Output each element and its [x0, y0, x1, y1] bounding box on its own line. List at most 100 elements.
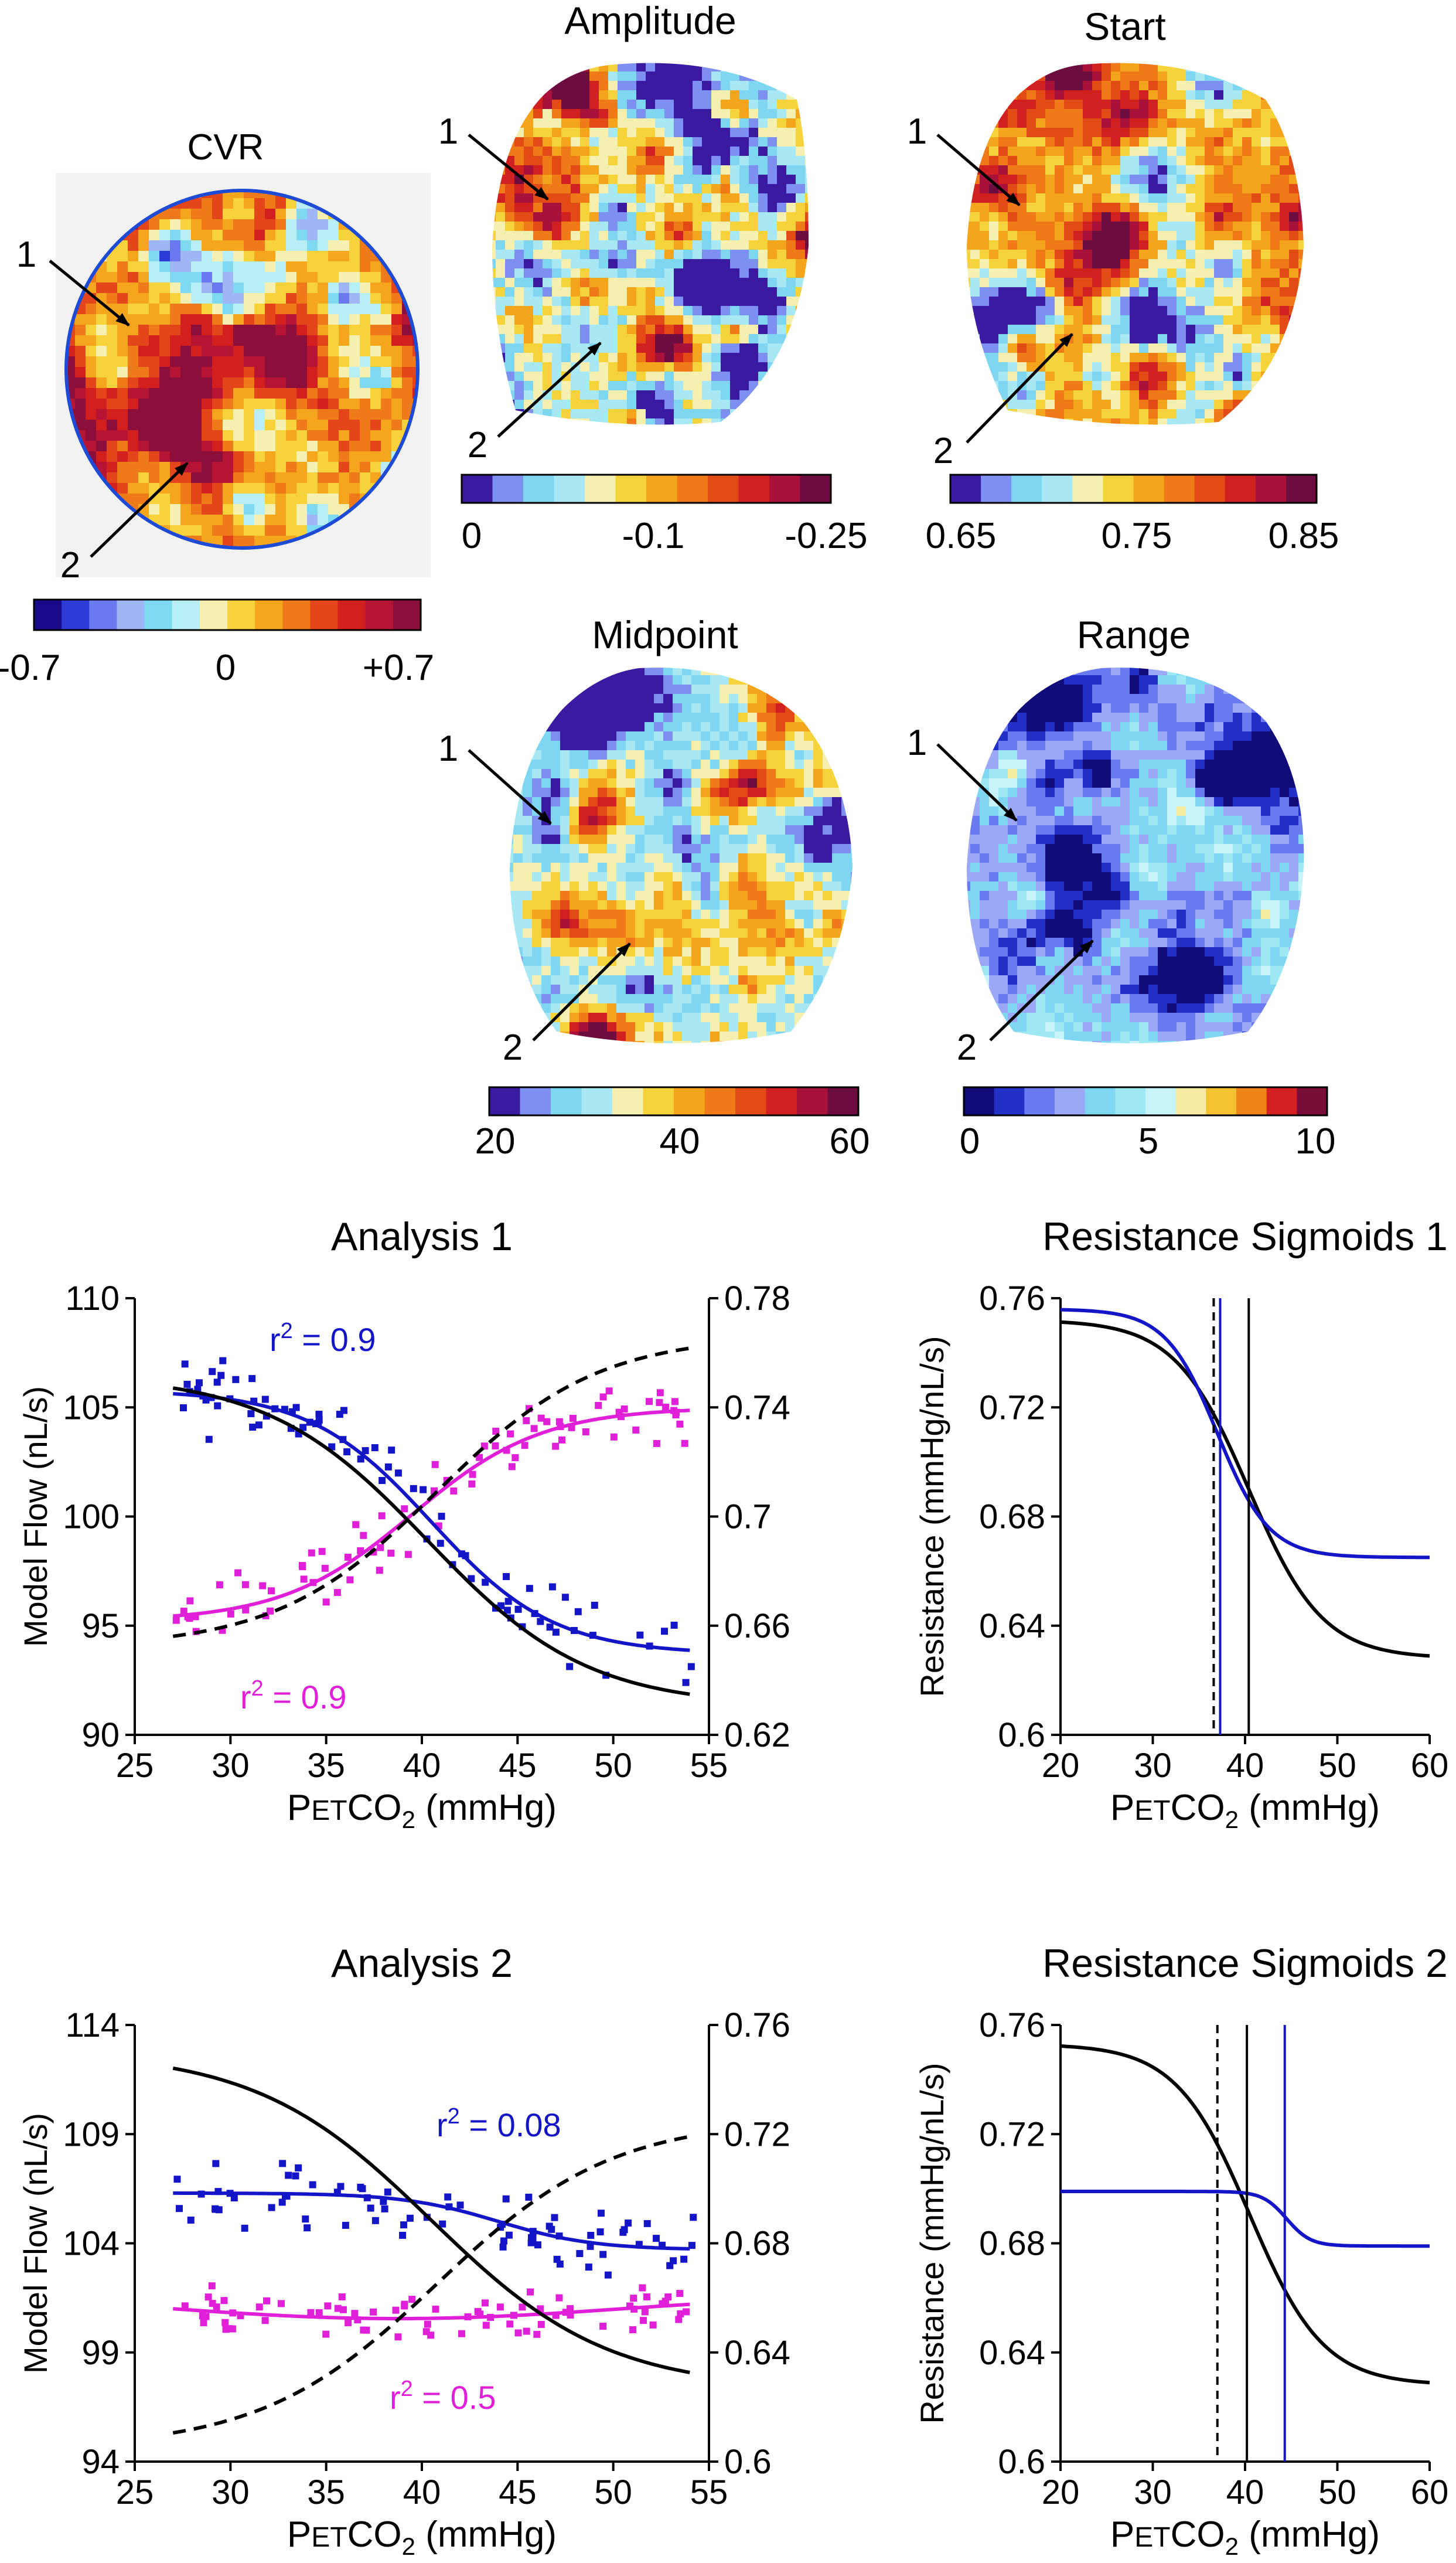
map-pixel [1214, 372, 1224, 382]
map-pixel [1252, 343, 1261, 353]
map-pixel [1252, 90, 1261, 100]
map-pixel [1102, 297, 1111, 307]
map-pixel [589, 297, 599, 307]
map-pixel [1017, 315, 1027, 325]
map-pixel [980, 325, 990, 335]
map-pixel [523, 741, 533, 751]
map-pixel [682, 760, 692, 770]
map-pixel [328, 261, 339, 273]
map-pixel [1064, 315, 1074, 325]
map-pixel [571, 212, 581, 222]
map-pixel [1233, 250, 1243, 260]
map-pixel [1111, 175, 1121, 185]
map-pixel [1261, 137, 1271, 147]
map-pixel [1289, 100, 1299, 110]
map-pixel [349, 472, 360, 484]
map-pixel [541, 675, 551, 685]
map-pixel [138, 230, 149, 241]
map-pixel [785, 769, 795, 779]
map-pixel [1308, 137, 1318, 147]
map-pixel [1055, 278, 1065, 288]
map-pixel [1167, 175, 1177, 185]
map-pixel [989, 147, 999, 156]
map-pixel [618, 165, 628, 175]
map-pixel [758, 297, 768, 307]
map-pixel [254, 420, 265, 431]
map-pixel [646, 156, 656, 166]
map-pixel [655, 287, 665, 297]
map-pixel [1261, 315, 1271, 325]
colorbar-swatch [800, 475, 831, 503]
map-pixel [275, 272, 287, 283]
map-pixel [580, 409, 590, 419]
map-pixel [541, 713, 551, 723]
map-pixel [254, 272, 265, 283]
map-pixel [202, 420, 213, 431]
map-pixel [645, 797, 654, 807]
map-pixel [1017, 156, 1027, 166]
map-pixel [1027, 193, 1036, 203]
map-pixel [1036, 53, 1046, 63]
map-pixel [533, 268, 543, 278]
map-pixel [683, 222, 693, 232]
map-pixel [710, 750, 720, 760]
map-pixel [1008, 184, 1018, 194]
map-pixel [244, 388, 255, 399]
map-pixel [768, 372, 778, 382]
map-pixel [701, 760, 711, 770]
map-pixel [739, 53, 749, 63]
map-pixel [599, 306, 609, 316]
map-pixel [212, 272, 223, 283]
map-pixel [1280, 81, 1290, 91]
map-pixel [223, 377, 234, 389]
map-pixel [1130, 72, 1140, 81]
map-pixel [1280, 278, 1290, 288]
map-pixel [1205, 409, 1215, 419]
map-pixel [664, 306, 674, 316]
map-pixel [1242, 53, 1252, 63]
map-pixel [1233, 315, 1243, 325]
map-pixel [1102, 63, 1111, 72]
map-pixel [1289, 63, 1299, 72]
map-pixel [370, 377, 381, 389]
map-pixel [510, 825, 514, 835]
map-pixel [967, 128, 971, 138]
map-pixel [636, 90, 646, 100]
map-pixel [980, 184, 990, 194]
map-pixel [561, 390, 571, 400]
map-pixel [1055, 353, 1065, 363]
map-pixel [777, 184, 787, 194]
map-pixel [1083, 212, 1093, 222]
map-pixel [1233, 240, 1243, 250]
map-pixel [674, 259, 684, 269]
map-pixel [233, 304, 244, 315]
map-pixel [1036, 109, 1046, 119]
map-pixel [1102, 325, 1111, 335]
map-pixel [720, 685, 729, 695]
map-pixel [492, 81, 496, 91]
map-pixel [492, 250, 496, 260]
map-pixel [1073, 278, 1083, 288]
map-pixel [117, 304, 128, 315]
map-pixel [1055, 250, 1065, 260]
map-pixel [768, 184, 778, 194]
map-pixel [1167, 118, 1177, 128]
map-pixel [683, 90, 693, 100]
map-pixel [1289, 250, 1299, 260]
map-pixel [1073, 118, 1083, 128]
map-pixel [702, 343, 712, 353]
map-pixel [1177, 353, 1186, 363]
map-pixel [691, 731, 701, 741]
map-pixel [1242, 118, 1252, 128]
map-pixel [1233, 137, 1243, 147]
map-pixel [170, 483, 181, 494]
map-pixel [1308, 315, 1318, 325]
map-pixel [1055, 306, 1065, 316]
map-pixel [805, 278, 809, 288]
map-pixel [655, 81, 665, 91]
map-pixel [720, 778, 729, 788]
map-pixel [1308, 128, 1318, 138]
map-pixel [777, 156, 787, 166]
map-pixel [180, 282, 192, 294]
map-pixel [159, 325, 171, 336]
